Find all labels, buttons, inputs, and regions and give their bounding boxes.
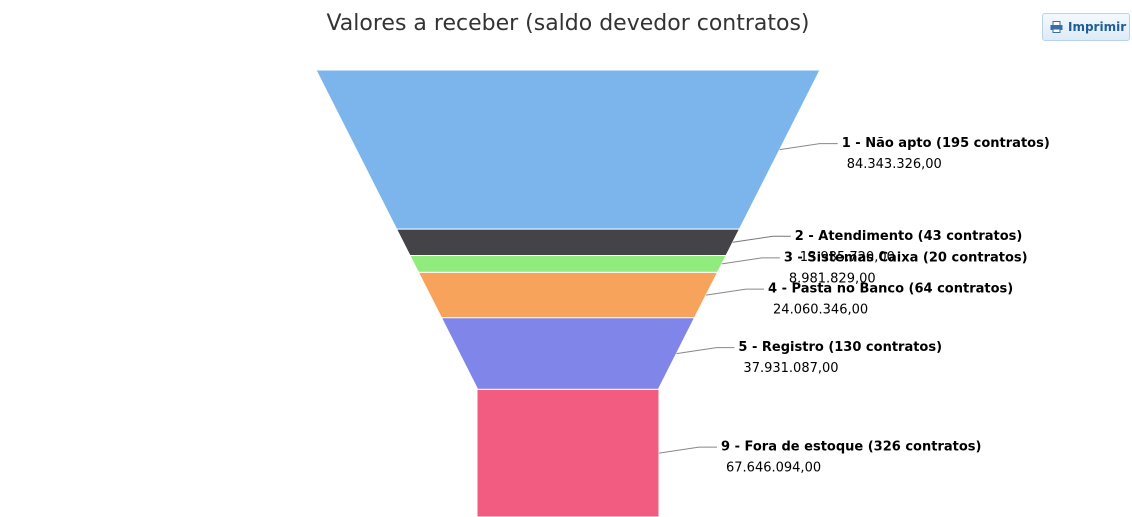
print-button-label: Imprimir bbox=[1068, 20, 1127, 34]
funnel-segment bbox=[417, 271, 719, 319]
data-label-value: 8.981.829,00 bbox=[789, 271, 876, 286]
data-label-name: 2 - Atendimento (43 contratos) bbox=[795, 229, 1023, 244]
connector bbox=[705, 288, 765, 296]
printer-icon bbox=[1050, 21, 1063, 33]
connector bbox=[676, 347, 735, 355]
funnel-segment bbox=[315, 69, 821, 230]
data-label-name: 9 - Fora de estoque (326 contratos) bbox=[721, 440, 981, 455]
funnel-segment bbox=[409, 254, 727, 273]
funnel-segment bbox=[395, 228, 741, 256]
data-label-name: 4 - Pasta no Banco (64 contratos) bbox=[768, 282, 1013, 297]
print-button[interactable]: Imprimir bbox=[1042, 13, 1130, 41]
funnel-segment bbox=[440, 317, 696, 390]
data-label-name: 1 - Não apto (195 contratos) bbox=[842, 136, 1050, 151]
data-label-value: 84.343.326,00 bbox=[847, 157, 942, 172]
connector bbox=[721, 257, 780, 265]
data-label-value: 13.935.720,00 bbox=[800, 250, 895, 265]
data-label-name: 5 - Registro (130 contratos) bbox=[738, 340, 942, 355]
connector bbox=[779, 143, 838, 151]
data-label-name: 3 - Sistemas Caixa (20 contratos) bbox=[784, 250, 1028, 265]
connector bbox=[658, 446, 717, 454]
data-label-value: 24.060.346,00 bbox=[773, 303, 868, 318]
chart-title: Valores a receber (saldo devedor contrat… bbox=[326, 11, 809, 36]
data-label-value: 37.931.087,00 bbox=[743, 361, 838, 376]
connector bbox=[732, 235, 791, 243]
funnel-segment bbox=[476, 388, 660, 517]
data-label-value: 67.646.094,00 bbox=[726, 461, 821, 476]
